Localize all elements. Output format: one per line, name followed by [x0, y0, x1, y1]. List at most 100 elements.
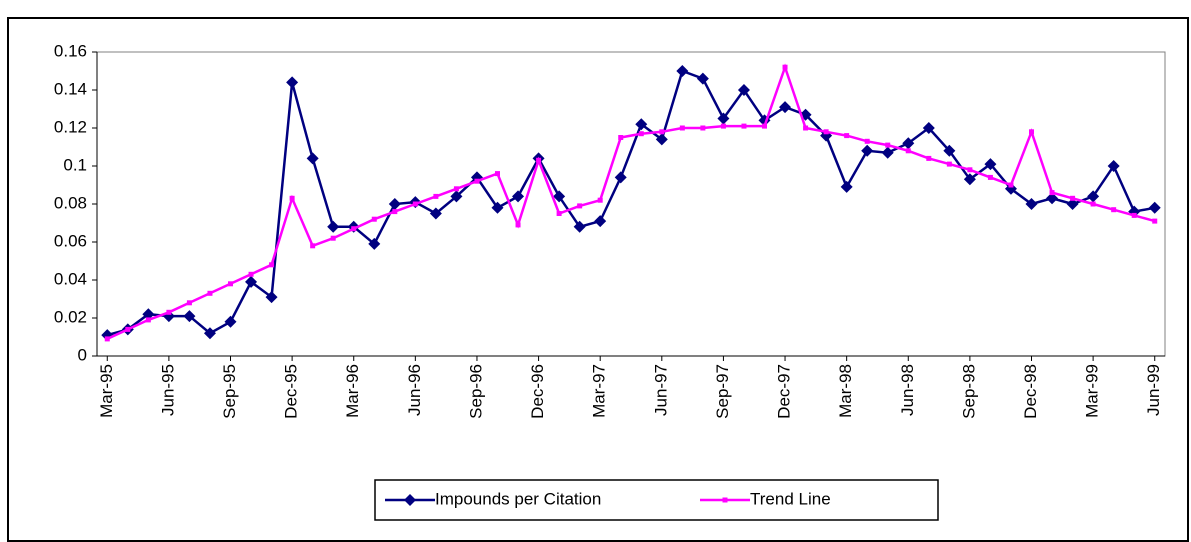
data-point [638, 131, 644, 137]
data-point [186, 300, 192, 306]
data-point [392, 209, 398, 215]
data-point [248, 271, 254, 277]
series-line [106, 63, 1156, 341]
data-point [881, 146, 894, 159]
data-point [371, 216, 377, 222]
data-point [145, 317, 151, 323]
data-point [577, 203, 583, 209]
data-point [840, 180, 853, 193]
data-point [306, 152, 319, 165]
x-tick-label: Jun-98 [898, 364, 917, 416]
data-point [926, 155, 932, 161]
data-point [1066, 198, 1079, 210]
data-point [861, 144, 874, 157]
x-tick-label: Jun-99 [1144, 364, 1163, 416]
data-point [327, 220, 340, 233]
y-tick-label: 0.02 [54, 307, 87, 326]
data-point [679, 125, 685, 131]
data-point [512, 190, 525, 203]
x-tick-label: Dec-98 [1021, 364, 1040, 419]
y-tick-label: 0.04 [54, 269, 87, 288]
data-point [286, 76, 299, 89]
x-tick-label: Mar-97 [590, 364, 609, 418]
data-point [700, 125, 706, 131]
data-point [573, 220, 586, 233]
data-point [429, 207, 442, 220]
data-point [203, 327, 216, 340]
data-point [1049, 190, 1055, 196]
x-tick-label: Dec-95 [282, 364, 301, 419]
data-point [696, 72, 709, 85]
data-point [741, 123, 747, 129]
data-point [142, 308, 155, 321]
chart-frame [7, 17, 1189, 542]
data-point [1148, 201, 1161, 214]
series-line [106, 69, 1155, 337]
x-tick-label: Jun-96 [405, 364, 424, 416]
data-point [1008, 182, 1014, 188]
x-tick-label: Sep-95 [220, 364, 239, 419]
legend-marker [722, 497, 728, 503]
data-point [125, 326, 131, 332]
data-point [984, 158, 997, 171]
data-point [368, 237, 381, 250]
y-tick-label: 0.08 [54, 193, 87, 212]
legend-label: Trend Line [750, 489, 831, 508]
data-point [823, 129, 829, 135]
y-tick-label: 0.12 [54, 117, 87, 136]
x-tick-label: Sep-96 [466, 364, 485, 419]
data-point [1107, 160, 1120, 172]
y-tick-label: 0.16 [54, 41, 87, 60]
y-tick-label: 0.06 [54, 231, 87, 250]
data-point [1131, 212, 1137, 218]
data-point [536, 157, 542, 163]
data-point [310, 243, 316, 249]
x-tick-label: Dec-96 [528, 364, 547, 419]
data-point [1004, 182, 1017, 195]
data-point [433, 193, 439, 199]
x-tick-label: Mar-95 [97, 364, 116, 418]
data-point [166, 309, 172, 315]
data-point [720, 123, 726, 129]
data-point [491, 201, 504, 214]
data-point [1070, 195, 1076, 201]
data-point [762, 123, 767, 129]
x-tick-label: Dec-97 [775, 364, 794, 419]
data-point [351, 226, 357, 232]
data-point [902, 137, 915, 150]
y-tick-label: 0.14 [54, 79, 87, 98]
data-point [782, 64, 788, 70]
data-point [635, 118, 648, 131]
data-point [1111, 207, 1117, 213]
data-point [946, 161, 952, 167]
data-point [779, 101, 792, 114]
data-point [655, 133, 668, 146]
data-point [922, 122, 935, 134]
data-point [553, 190, 566, 203]
data-point [265, 291, 278, 304]
data-point [844, 133, 850, 139]
data-point [803, 125, 809, 131]
data-point [987, 174, 993, 180]
data-point [330, 235, 336, 241]
data-point [556, 211, 562, 216]
data-point [245, 275, 258, 288]
x-tick-label: Mar-99 [1083, 364, 1102, 418]
data-point [737, 84, 750, 96]
x-tick-label: Mar-98 [836, 364, 855, 418]
data-point [676, 65, 689, 77]
data-point [1046, 192, 1059, 205]
data-point [495, 171, 500, 177]
data-point [289, 195, 295, 201]
data-point [453, 186, 459, 192]
data-point [1087, 190, 1100, 203]
data-point [943, 144, 956, 157]
legend-box [374, 479, 939, 521]
data-point [1025, 198, 1038, 210]
data-point [228, 281, 233, 287]
data-point [885, 142, 891, 148]
data-point [905, 148, 911, 154]
data-point [412, 201, 418, 207]
